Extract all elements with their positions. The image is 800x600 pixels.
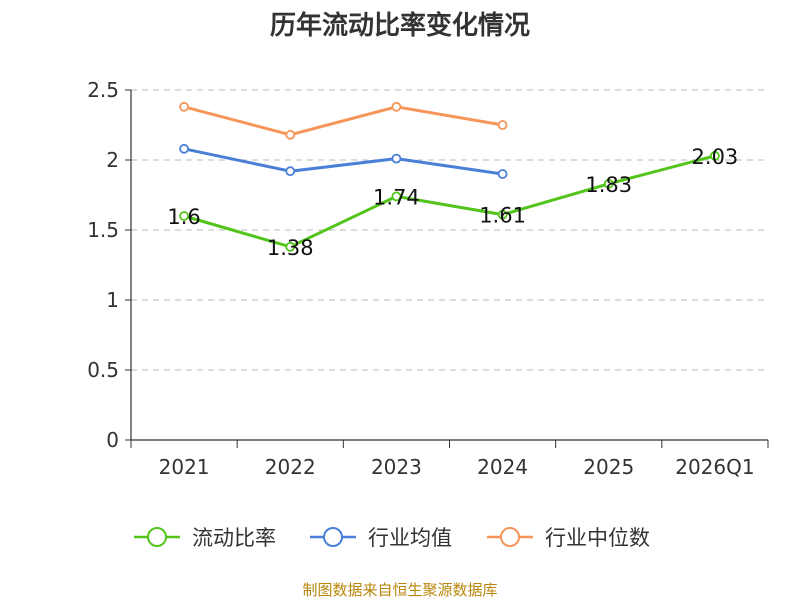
data-point (285, 129, 296, 140)
data-label: 1.38 (267, 236, 314, 260)
x-tick-label: 2021 (159, 455, 210, 479)
series-line (183, 105, 503, 137)
data-point (179, 211, 189, 221)
data-point (497, 209, 508, 220)
data-point (391, 191, 402, 202)
legend-marker (323, 527, 343, 547)
data-point (497, 169, 508, 179)
data-labels: 1.6 1.38 1.74 1.61 1.83 2.03 (167, 145, 738, 260)
data-point (391, 153, 402, 164)
x-tick-label: 2025 (583, 455, 634, 479)
series-line (183, 154, 716, 249)
legend-item[interactable]: 流动比率 (134, 526, 276, 550)
y-tick-label: 2 (106, 148, 119, 172)
y-tick-label: 0.5 (87, 358, 119, 382)
data-point (285, 241, 296, 252)
source-note: 制图数据来自恒生聚源数据库 (302, 581, 497, 599)
data-label: 1.83 (585, 173, 632, 197)
y-tick-label: 2.5 (87, 78, 119, 102)
legend-marker (147, 527, 167, 547)
x-tick-label: 2022 (265, 455, 316, 479)
chart-title: 历年流动比率变化情况 (270, 10, 530, 41)
legend-label: 行业均值 (368, 526, 452, 550)
data-label: 2.03 (692, 145, 739, 169)
data-label: 1.6 (167, 205, 200, 229)
legend-label: 行业中位数 (545, 526, 650, 550)
data-point (710, 150, 720, 161)
y-tick-label: 0 (106, 428, 119, 452)
series-group (179, 101, 720, 252)
y-tick-label: 1 (106, 288, 119, 312)
x-tick-label: 2026Q1 (675, 455, 754, 479)
data-label: 1.74 (373, 185, 420, 209)
series-line (183, 147, 503, 176)
data-point (391, 101, 402, 112)
legend-item[interactable]: 行业中位数 (487, 526, 650, 550)
data-point (603, 178, 614, 189)
legend[interactable]: 流动比率 行业均值 行业中位数 (134, 526, 650, 550)
data-point (497, 120, 508, 130)
axes: 0 0.5 1 1.5 2 2.5 2021 2022 2023 2024 2025 2026Q1 (87, 78, 769, 479)
data-point (179, 101, 189, 112)
data-label: 1.61 (479, 204, 526, 228)
legend-label: 流动比率 (192, 526, 276, 550)
legend-marker (500, 527, 520, 547)
x-tick-label: 2024 (477, 455, 528, 479)
data-point (285, 166, 296, 177)
y-tick-label: 1.5 (87, 218, 119, 242)
data-point (179, 143, 189, 154)
grid (131, 89, 768, 371)
x-tick-label: 2023 (371, 455, 422, 479)
legend-item[interactable]: 行业均值 (310, 526, 452, 550)
